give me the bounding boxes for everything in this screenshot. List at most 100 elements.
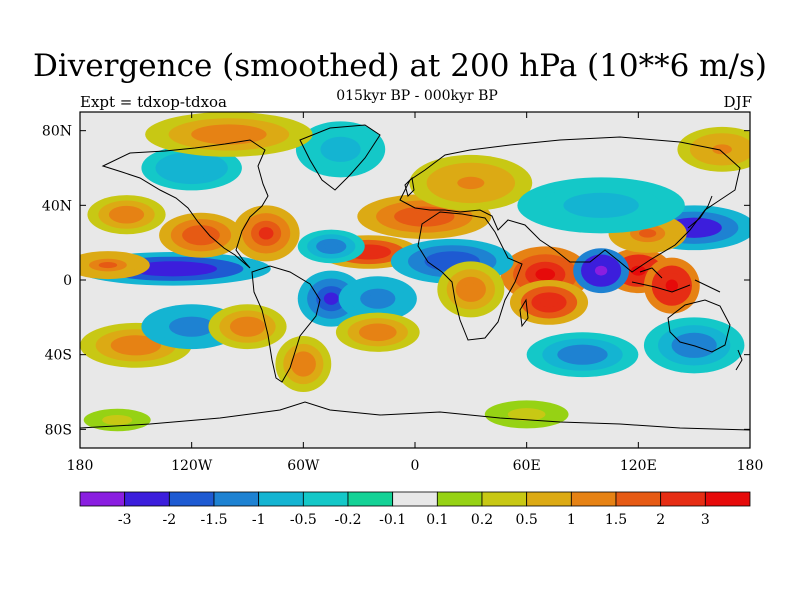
lat-tick-label: 0: [63, 273, 72, 289]
colorbar: -3 -2 -1.5 -1 -0.5 -0.2 -0.1 0.1 0.2 0.5 1 1.5 2 3: [79, 491, 751, 528]
field-anomaly: [145, 112, 313, 157]
field-contour: [258, 227, 274, 240]
colorbar-label: 0.2: [471, 512, 493, 528]
season-label: DJF: [723, 93, 752, 111]
colorbar-label: -1.5: [201, 512, 228, 528]
colorbar-label: -0.2: [335, 512, 362, 528]
field-contour: [323, 292, 339, 305]
divergence-field: [80, 112, 750, 432]
field-contour: [109, 417, 125, 423]
colorbar-swatch: [615, 491, 662, 507]
colorbar-swatch: [302, 491, 349, 507]
field-anomaly: [159, 212, 243, 258]
field-anomaly: [208, 304, 287, 350]
coastline-madagascar: [519, 298, 529, 328]
coastline-antarctica: [80, 401, 750, 431]
coastline-british-isles: [404, 176, 415, 197]
coastline-indonesia: [631, 267, 721, 293]
field-contour: [582, 199, 620, 212]
field-anomaly: [573, 248, 630, 294]
colorbar-swatch: [436, 491, 483, 507]
field-anomaly: [275, 336, 332, 392]
field-contour: [570, 349, 595, 360]
field-contour: [123, 340, 149, 351]
colorbar-swatch: [660, 491, 706, 507]
colorbar-swatch: [347, 491, 394, 507]
lat-tick-label: 40S: [45, 348, 72, 364]
field-contour: [330, 143, 351, 156]
lon-tick-label: 180: [67, 458, 94, 474]
field-anomaly: [297, 229, 365, 264]
field-anomaly: [509, 280, 589, 325]
field-anomaly: [409, 154, 533, 211]
field-contour: [98, 261, 118, 269]
field-contour: [535, 268, 556, 281]
field-anomaly: [338, 276, 417, 322]
field-contour: [639, 229, 657, 238]
field-contour: [210, 129, 248, 140]
field-anomaly: [80, 322, 192, 368]
field-contour: [180, 321, 203, 332]
chart-subtitle: 015kyr BP - 000kyr BP: [336, 88, 498, 104]
colorbar-swatch: [481, 491, 528, 507]
colorbar-label: 0.5: [516, 512, 538, 528]
field-anomaly: [517, 177, 685, 234]
colorbar-label: -0.5: [290, 512, 317, 528]
colorbar-label: -2: [163, 512, 177, 528]
lon-tick-label: 120W: [171, 458, 213, 474]
field-contour: [540, 297, 558, 308]
field-anomaly: [141, 145, 242, 191]
field-anomaly: [87, 195, 166, 235]
colorbar-swatch: [570, 491, 617, 507]
field-contour: [680, 222, 708, 233]
colorbar-swatch: [168, 491, 215, 507]
field-contour: [594, 265, 608, 276]
field-contour: [630, 265, 646, 276]
colorbar-label: -3: [118, 512, 132, 528]
colorbar-label: 1.5: [605, 512, 627, 528]
colorbar-swatch: [124, 491, 170, 507]
field-anomaly: [677, 126, 750, 172]
colorbar-swatch: [213, 491, 260, 507]
coastline-south-america: [251, 265, 321, 383]
field-anomaly: [232, 205, 300, 262]
colorbar-swatch: [392, 491, 438, 507]
lat-tick-label: 80N: [42, 124, 72, 140]
colorbar-label: 3: [701, 512, 710, 528]
field-anomaly: [83, 408, 151, 432]
lon-tick-label: 0: [411, 458, 420, 474]
colorbar-swatch: [704, 491, 751, 507]
map-axes: 180 120W 60W 0 60E 120E 180 80N 40N 0 40S 80S: [42, 112, 763, 474]
colorbar-label: -0.1: [379, 512, 406, 528]
colorbar-label: 1: [567, 512, 576, 528]
colorbar-label: 2: [656, 512, 665, 528]
coastline-greenland: [299, 124, 381, 191]
coastline-new-zealand: [735, 349, 743, 371]
field-contour: [323, 242, 339, 251]
field-contour: [368, 327, 387, 337]
colorbar-swatch: [526, 491, 572, 507]
lat-tick-label: 80S: [45, 422, 72, 438]
field-contour: [517, 411, 536, 418]
field-contour: [369, 293, 387, 304]
coastline-japan: [687, 195, 713, 229]
field-contour: [409, 211, 440, 222]
lon-tick-label: 60E: [513, 458, 541, 474]
field-contour: [117, 210, 136, 219]
field-contour: [151, 265, 195, 273]
field-contour: [712, 144, 732, 155]
experiment-label: Expt = tdxop-tdxoa: [80, 93, 227, 111]
field-anomaly: [484, 400, 569, 429]
lon-tick-label: 180: [737, 458, 764, 474]
lon-tick-label: 60W: [287, 458, 320, 474]
field-anomaly: [295, 121, 386, 178]
field-contour: [297, 357, 310, 371]
colorbar-swatch: [79, 491, 126, 507]
coastline-australia: [667, 299, 731, 353]
field-contour: [180, 163, 203, 173]
field-anomaly: [80, 251, 150, 280]
field-contour: [238, 321, 257, 332]
chart-title: Divergence (smoothed) at 200 hPa (10**6 …: [33, 48, 767, 84]
field-contour: [463, 283, 479, 296]
